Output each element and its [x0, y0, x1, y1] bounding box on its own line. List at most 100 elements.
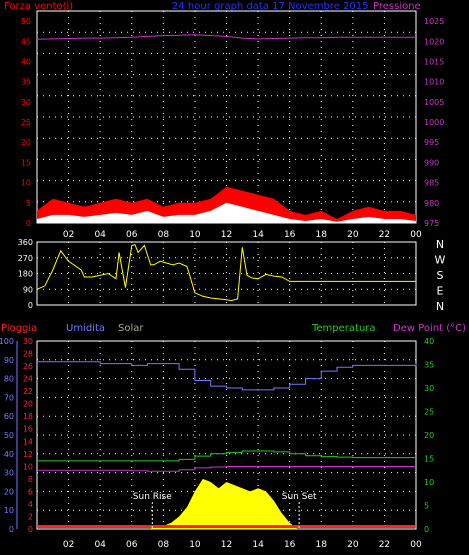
- top-x-ticks: 02 04 06 08 10 12 14 16 18 20 22 00: [63, 230, 422, 240]
- compass-label: N: [436, 238, 444, 251]
- x-tick-label: 06: [126, 540, 138, 550]
- pressure-y-tick: 1005: [424, 98, 444, 107]
- direction-plot-grid: [37, 242, 416, 305]
- temperature-y-tick: 30: [424, 384, 434, 393]
- solar-label: Solar: [118, 323, 144, 334]
- rain-y-tick: 4: [28, 500, 33, 509]
- pressure-y-ticks: 975 980 985 990 995 1000 1005 1010 1015 1020 1025: [424, 17, 444, 228]
- x-tick-label: 00: [410, 230, 422, 240]
- pressure-y-tick: 995: [424, 138, 439, 147]
- wind-area: [37, 202, 416, 223]
- wind-y-tick: 15: [21, 158, 31, 167]
- rain-y-tick: 22: [23, 387, 33, 396]
- humidity-line: [37, 361, 417, 391]
- rain-y-tick: 28: [23, 350, 33, 359]
- pressure-y-tick: 1010: [424, 78, 444, 87]
- humidity-y-tick: 0: [9, 525, 14, 534]
- temperature-label: Temperatura: [311, 323, 376, 334]
- pressure-y-tick: 1000: [424, 118, 444, 127]
- direction-series: [36, 243, 416, 302]
- humidity-y-tick: 70: [4, 393, 14, 402]
- x-tick-label: 04: [94, 230, 106, 240]
- humidity-y-tick: 20: [4, 487, 14, 496]
- humidity-y-tick: 30: [4, 469, 14, 478]
- humidity-label: Umidita: [66, 323, 105, 334]
- direction-line: [36, 243, 416, 302]
- x-tick-label: 18: [316, 230, 328, 240]
- pressure-y-tick: 1025: [424, 17, 444, 26]
- rain-y-tick: 14: [23, 437, 33, 446]
- chart-title: 24 hour graph data 17 Novembre 2015: [172, 1, 368, 12]
- wind-y-tick: 5: [26, 199, 31, 208]
- x-tick-label: 10: [189, 230, 201, 240]
- rain-y-tick: 24: [23, 375, 33, 384]
- rain-label: Pioggia: [1, 323, 37, 334]
- rain-y-tick: 30: [23, 337, 33, 346]
- direction-y-tick: 360: [18, 238, 33, 247]
- humidity-y-tick: 60: [4, 412, 14, 421]
- x-tick-label: 20: [347, 230, 359, 240]
- x-tick-label: 08: [158, 230, 170, 240]
- rain-y-tick: 26: [23, 362, 33, 371]
- wind-y-ticks: 0 5 10 15 20 25 30 35 40 45 50: [21, 17, 31, 228]
- x-tick-label: 02: [63, 230, 74, 240]
- temperature-y-tick: 20: [424, 431, 434, 440]
- x-tick-label: 06: [126, 230, 138, 240]
- direction-y-ticks: 0 90 180 270 360: [18, 238, 33, 310]
- wind-y-tick: 10: [21, 179, 31, 188]
- x-tick-label: 14: [252, 540, 264, 550]
- wind-y-tick: 45: [21, 37, 31, 46]
- pressure-y-tick: 975: [424, 219, 439, 228]
- x-tick-label: 18: [316, 540, 328, 550]
- rain-y-tick: 0: [28, 525, 33, 534]
- compass-label: E: [437, 285, 444, 298]
- wind-y-tick: 40: [21, 57, 31, 66]
- x-tick-label: 08: [158, 540, 170, 550]
- temperature-y-tick: 5: [424, 502, 429, 511]
- x-tick-label: 14: [252, 230, 264, 240]
- sunrise-annotation: Sun Rise: [133, 492, 172, 502]
- x-tick-label: 12: [221, 540, 232, 550]
- solar-area: [37, 478, 416, 529]
- temperature-line: [37, 450, 416, 462]
- rain-y-tick: 16: [23, 425, 33, 434]
- x-tick-label: 12: [221, 230, 232, 240]
- temperature-y-tick: 15: [424, 455, 434, 464]
- humidity-y-tick: 90: [4, 356, 14, 365]
- wind-y-tick: 35: [21, 78, 31, 87]
- x-tick-label: 22: [379, 230, 390, 240]
- humidity-y-tick: 100: [0, 337, 14, 346]
- direction-y-tick: 90: [23, 285, 33, 294]
- pressure-y-tick: 990: [424, 158, 439, 167]
- humidity-y-tick: 50: [4, 431, 14, 440]
- sunset-annotation: Sun Set: [282, 492, 317, 502]
- pressure-y-tick: 980: [424, 199, 439, 208]
- wind-y-tick: 20: [21, 138, 31, 147]
- wind-y-tick: 50: [21, 17, 31, 26]
- pressure-axis-label: Pressione: [373, 1, 421, 12]
- wind-axis-label: Forza vento(ì): [4, 0, 73, 12]
- compass-label: S: [437, 269, 444, 282]
- humidity-y-tick: 10: [4, 506, 14, 515]
- sun-annotations: Sun Rise Sun Set: [133, 492, 317, 529]
- direction-y-tick: 180: [18, 270, 33, 279]
- rain-y-tick: 10: [23, 462, 33, 471]
- bottom-plot-series: [37, 361, 417, 529]
- wind-y-tick: 0: [26, 219, 31, 228]
- humidity-y-tick: 80: [4, 375, 14, 384]
- rain-y-tick: 12: [23, 450, 33, 459]
- direction-y-tick: 0: [28, 301, 33, 310]
- temperature-y-tick: 10: [424, 478, 434, 487]
- humidity-y-tick: 40: [4, 450, 14, 459]
- pressure-y-tick: 1015: [424, 57, 444, 66]
- dew-point-line: [37, 466, 416, 472]
- rain-y-tick: 6: [28, 487, 33, 496]
- wind-y-tick: 25: [21, 118, 31, 127]
- temperature-y-tick: 25: [424, 408, 434, 417]
- direction-plot-frame: [36, 241, 417, 306]
- bottom-x-ticks: 02 04 06 08 10 12 14 16 18 20 22 00: [63, 540, 422, 550]
- wind-y-tick: 30: [21, 98, 31, 107]
- x-tick-label: 22: [379, 540, 390, 550]
